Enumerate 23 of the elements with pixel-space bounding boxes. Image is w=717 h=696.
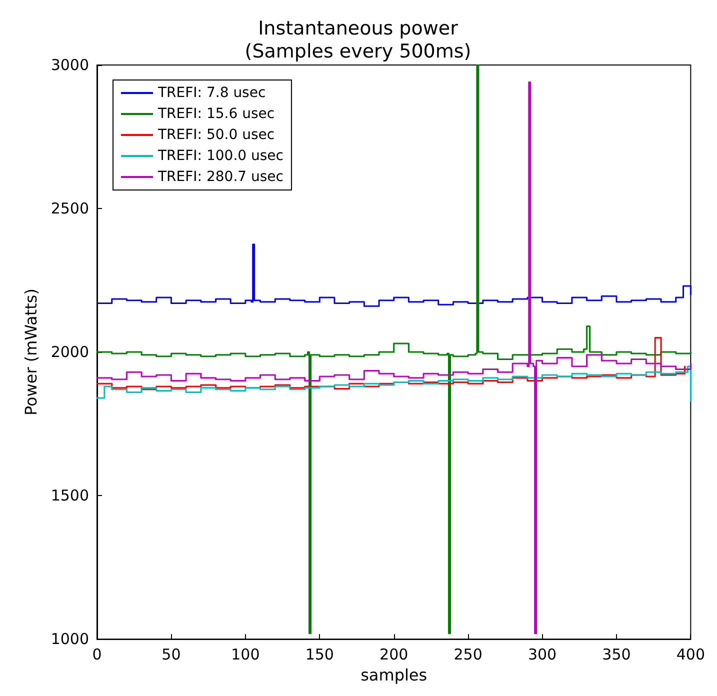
x-tick-label: 200 [380, 646, 408, 664]
chart-subtitle: (Samples every 500ms) [244, 40, 472, 62]
legend-label: TREFI: 50.0 usec [157, 127, 275, 143]
legend-label: TREFI: 7.8 usec [157, 85, 266, 101]
x-tick-label: 150 [305, 646, 334, 664]
y-tick-label: 2500 [50, 200, 89, 218]
x-tick-label: 400 [676, 646, 706, 664]
y-tick-label: 1000 [50, 630, 89, 648]
x-tick-label: 300 [528, 646, 557, 664]
chart-title: Instantaneous power [258, 18, 458, 40]
x-tick-label: 100 [231, 646, 260, 664]
x-tick-label: 350 [602, 646, 631, 664]
x-tick-label: 0 [92, 646, 102, 664]
x-axis-title: samples [360, 666, 428, 684]
y-tick-label: 3000 [50, 56, 89, 74]
x-tick-label: 250 [454, 646, 482, 664]
legend-label: TREFI: 15.6 usec [157, 106, 275, 122]
y-tick-label: 1500 [50, 486, 89, 505]
legend-label: TREFI: 280.7 usec [157, 169, 284, 185]
y-tick-label: 2000 [50, 343, 89, 362]
y-axis-title: Power (mWatts) [22, 288, 40, 416]
legend-label: TREFI: 100.0 usec [157, 148, 284, 164]
x-tick-label: 50 [162, 646, 181, 664]
